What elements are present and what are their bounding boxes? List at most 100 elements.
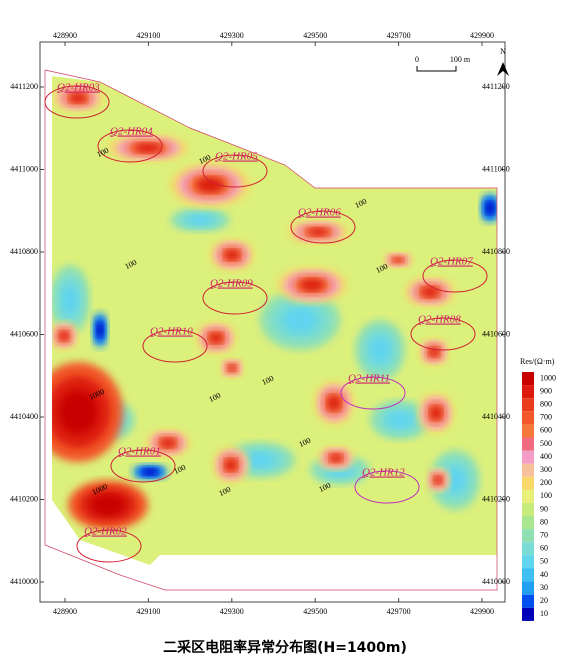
legend-label: 900 <box>540 386 552 395</box>
y-tick-label: 4410200 <box>10 494 38 503</box>
anomaly-blob <box>96 322 104 338</box>
x-tick-label: 429700 <box>387 31 411 40</box>
legend-swatch <box>522 398 534 412</box>
anomaly-blob <box>208 332 224 344</box>
anomaly-blob <box>133 142 163 154</box>
anomaly-label: Q2-HR01 <box>118 446 161 458</box>
y-tick-label: 4411000 <box>482 164 510 173</box>
anomaly-blob <box>224 249 240 261</box>
legend-swatch <box>522 424 534 438</box>
caption: 二采区电阻率异常分布图(H=1400m) <box>163 639 407 656</box>
legend-label: 20 <box>540 596 548 605</box>
anomaly-blob <box>224 458 238 472</box>
x-tick-label: 429900 <box>470 31 494 40</box>
anomaly-outline <box>340 376 406 410</box>
legend-label: 90 <box>540 504 548 513</box>
anomaly-label: Q2-HR02 <box>84 526 127 538</box>
anomaly-blob <box>444 467 466 493</box>
legend-label: 1000 <box>540 373 556 382</box>
y-tick-label: 4410400 <box>482 412 510 421</box>
north-label: N <box>500 47 506 56</box>
y-tick-label: 4410400 <box>10 412 38 421</box>
anomaly-outline <box>290 210 356 244</box>
anomaly-blob <box>61 284 79 316</box>
anomaly-blob <box>433 475 443 485</box>
anomaly-blob <box>195 177 225 193</box>
legend-swatch <box>522 450 534 464</box>
scale-bar <box>416 66 457 72</box>
legend-swatch <box>522 372 534 386</box>
anomaly-blob <box>369 337 391 363</box>
legend-label: 60 <box>540 544 548 553</box>
anomaly-outline <box>202 281 268 315</box>
anomaly-blob <box>58 390 98 434</box>
legend-label: 70 <box>540 531 548 540</box>
y-tick-label: 4411000 <box>10 164 38 173</box>
legend-swatch <box>522 476 534 490</box>
anomaly-blob <box>282 307 318 333</box>
scale-start: 0 <box>415 55 419 64</box>
legend-swatch <box>522 594 534 608</box>
anomaly-outline <box>202 154 268 188</box>
legend-swatch <box>522 607 534 621</box>
anomaly-blob <box>326 395 342 411</box>
legend-swatch <box>522 437 534 451</box>
anomaly-label: Q2-HR05 <box>215 151 258 163</box>
legend-swatch <box>522 529 534 543</box>
anomaly-blob <box>58 330 70 342</box>
legend-label: 500 <box>540 439 552 448</box>
legend-label: 10 <box>540 609 548 618</box>
anomaly-outline <box>422 259 488 293</box>
anomaly-blob <box>227 364 237 372</box>
legend-swatch <box>522 516 534 530</box>
anomaly-blob <box>485 201 495 215</box>
x-tick-label: 429300 <box>220 607 244 616</box>
anomaly-outline <box>142 329 208 363</box>
anomaly-blob <box>299 278 325 292</box>
y-tick-label: 4410800 <box>10 247 38 256</box>
legend-swatch <box>522 555 534 569</box>
legend-swatch <box>522 411 534 425</box>
anomaly-blob <box>142 468 158 476</box>
scale-end: 100 m <box>450 55 471 64</box>
anomaly-blob <box>160 437 176 449</box>
y-tick-label: 4410000 <box>482 577 510 586</box>
x-tick-label: 429100 <box>136 607 160 616</box>
legend-label: 300 <box>540 465 552 474</box>
map-frame <box>39 41 506 603</box>
x-tick-label: 429700 <box>387 607 411 616</box>
legend-title: Res/(Ω·m) <box>520 357 555 366</box>
anomaly-blob <box>392 257 404 263</box>
anomaly-outline <box>410 317 476 351</box>
x-tick-label: 428900 <box>53 607 77 616</box>
anomaly-label: Q2-HR03 <box>57 82 100 94</box>
y-tick-label: 4410200 <box>482 494 510 503</box>
anomaly-blob <box>420 286 440 298</box>
legend-swatch <box>522 385 534 399</box>
anomaly-blob <box>387 411 413 429</box>
anomaly-outline <box>354 470 420 504</box>
legend-swatch <box>522 503 534 517</box>
anomaly-blob <box>244 452 276 468</box>
y-tick-label: 4410800 <box>482 247 510 256</box>
legend-swatch <box>522 581 534 595</box>
anomaly-label: Q2-HR08 <box>418 314 461 326</box>
anomaly-blob <box>187 214 213 226</box>
anomaly-label: Q2-HR12 <box>362 467 405 479</box>
anomaly-label: Q2-HR10 <box>150 326 193 338</box>
x-tick-label: 428900 <box>53 31 77 40</box>
legend-label: 600 <box>540 426 552 435</box>
legend-label: 100 <box>540 491 552 500</box>
anomaly-outline <box>44 85 110 119</box>
anomaly-outline <box>76 529 142 563</box>
anomaly-blob <box>429 405 443 421</box>
x-tick-label: 429500 <box>303 31 327 40</box>
y-tick-label: 4410600 <box>10 329 38 338</box>
legend-label: 800 <box>540 400 552 409</box>
legend-swatch <box>522 542 534 556</box>
north-arrow <box>497 62 509 76</box>
anomaly-blob <box>329 453 343 463</box>
legend-label: 200 <box>540 478 552 487</box>
x-tick-label: 429300 <box>220 31 244 40</box>
